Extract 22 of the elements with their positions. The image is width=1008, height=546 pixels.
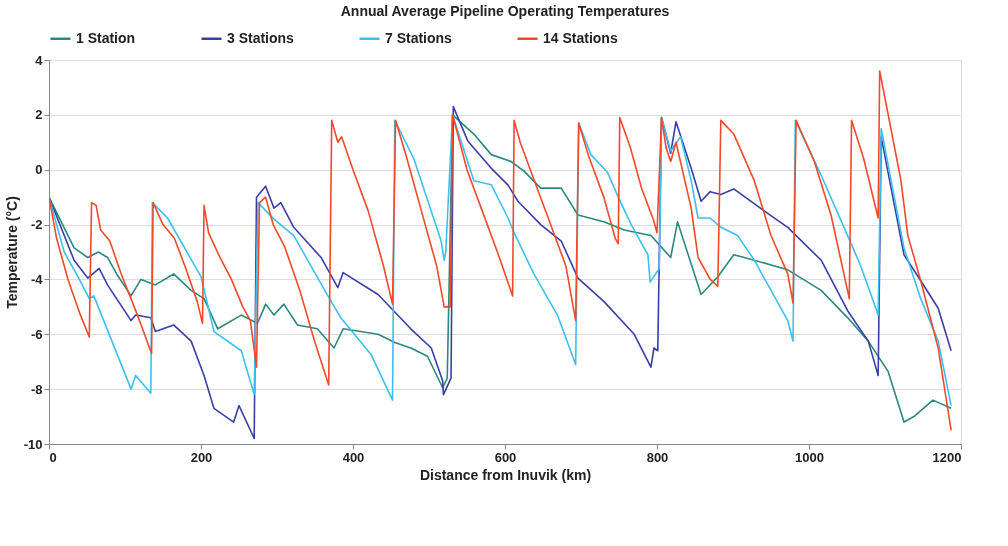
y-tick-label: 0 — [35, 162, 43, 178]
x-tick-label: 600 — [494, 449, 517, 465]
y-tick-label: -8 — [30, 381, 43, 397]
chart-title: Annual Average Pipeline Operating Temperatures — [340, 3, 670, 19]
y-tick-label: -6 — [30, 326, 43, 342]
x-tick-label: 1000 — [795, 449, 824, 465]
legend-label: 3 Stations — [227, 29, 295, 46]
x-tick-label: 200 — [190, 449, 213, 465]
y-tick-label: -4 — [30, 271, 44, 287]
legend-label: 7 Stations — [385, 29, 453, 46]
x-tick-label: 800 — [646, 449, 669, 465]
y-axis-title: Temperature (°C) — [3, 196, 20, 309]
y-tick-label: 2 — [35, 107, 43, 123]
y-tick-label: 4 — [35, 52, 44, 68]
legend-label: 1 Station — [76, 29, 136, 46]
legend-label: 14 Stations — [543, 29, 618, 46]
y-tick-label: -2 — [30, 217, 43, 233]
x-axis-title: Distance from Inuvik (km) — [419, 466, 592, 483]
x-tick-label: 0 — [49, 449, 57, 465]
y-tick-label: -10 — [23, 436, 43, 452]
x-tick-label: 1200 — [932, 449, 962, 465]
x-tick-label: 400 — [342, 449, 365, 465]
